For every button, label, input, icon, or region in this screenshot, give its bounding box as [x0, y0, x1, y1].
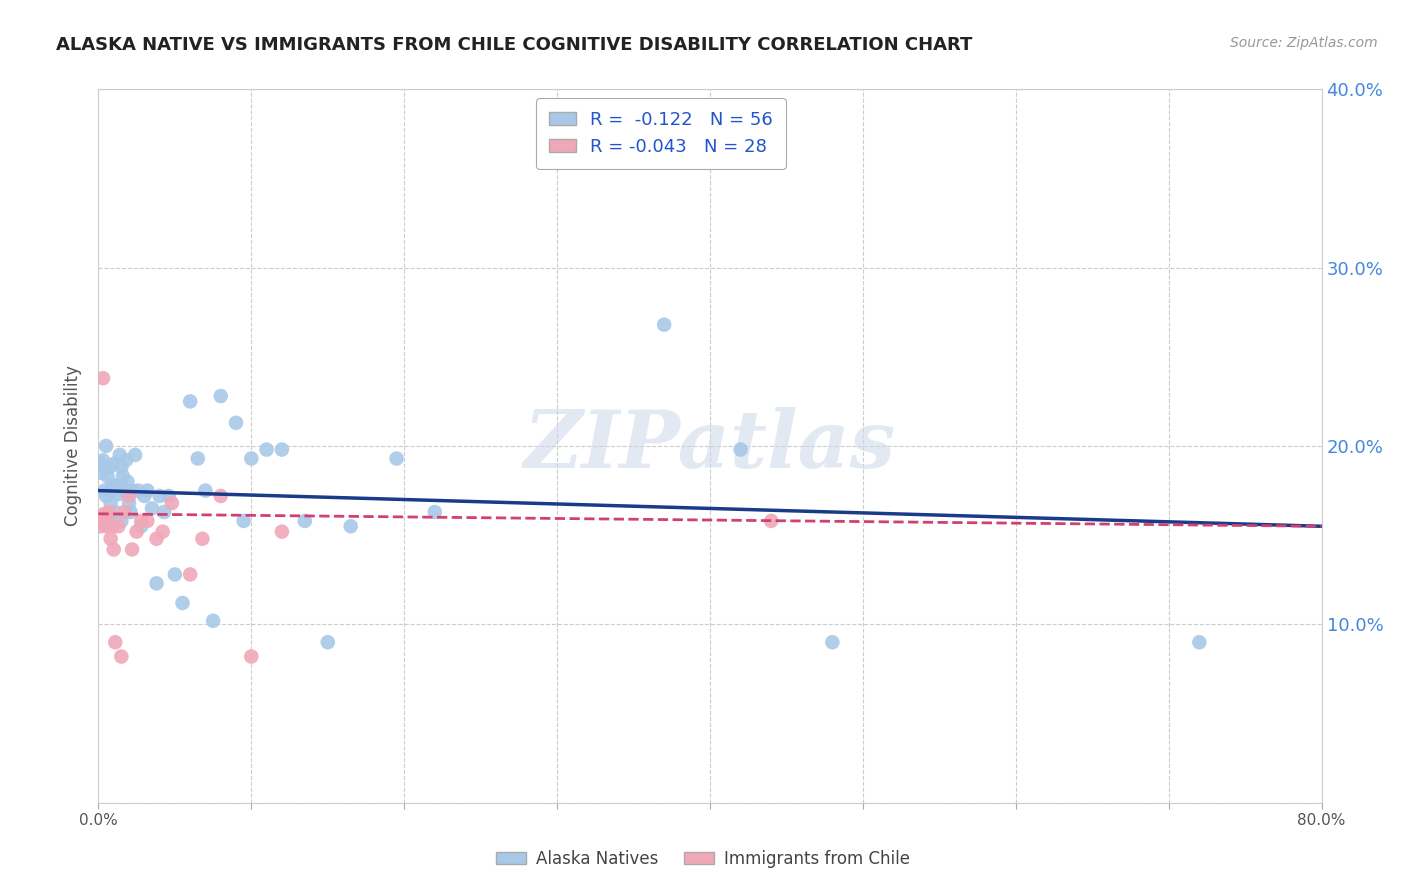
- Point: [120, 505, 142, 519]
- Point: [240, 451, 263, 466]
- Point: [91, 453, 114, 467]
- Point: [316, 635, 339, 649]
- Point: [101, 519, 124, 533]
- Point: [100, 532, 122, 546]
- Point: [163, 567, 186, 582]
- Point: [209, 389, 232, 403]
- Text: Source: ZipAtlas.com: Source: ZipAtlas.com: [1230, 36, 1378, 50]
- Point: [225, 416, 247, 430]
- Legend: Alaska Natives, Immigrants from Chile: Alaska Natives, Immigrants from Chile: [489, 844, 917, 875]
- Point: [194, 483, 217, 498]
- Point: [91, 371, 114, 385]
- Point: [652, 318, 675, 332]
- Point: [153, 505, 176, 519]
- Point: [152, 524, 174, 539]
- Point: [145, 576, 167, 591]
- Point: [270, 442, 292, 457]
- Point: [90, 510, 112, 524]
- Point: [94, 489, 117, 503]
- Point: [89, 457, 111, 471]
- Point: [104, 505, 127, 519]
- Point: [100, 496, 122, 510]
- Point: [97, 510, 120, 524]
- Point: [118, 489, 141, 503]
- Point: [98, 460, 121, 475]
- Point: [339, 519, 361, 533]
- Point: [129, 519, 152, 533]
- Point: [112, 483, 135, 498]
- Point: [385, 451, 408, 466]
- Point: [149, 489, 172, 503]
- Point: [121, 542, 143, 557]
- Text: ALASKA NATIVE VS IMMIGRANTS FROM CHILE COGNITIVE DISABILITY CORRELATION CHART: ALASKA NATIVE VS IMMIGRANTS FROM CHILE C…: [56, 36, 973, 54]
- Point: [104, 635, 127, 649]
- Point: [145, 532, 167, 546]
- Point: [112, 505, 135, 519]
- Point: [141, 501, 163, 516]
- Point: [160, 496, 183, 510]
- Point: [111, 469, 134, 483]
- Point: [117, 475, 139, 489]
- Point: [294, 514, 316, 528]
- Point: [107, 487, 129, 501]
- Point: [136, 483, 159, 498]
- Point: [121, 483, 143, 498]
- Point: [94, 519, 117, 533]
- Point: [179, 394, 201, 409]
- Legend: R =  -0.122   N = 56, R = -0.043   N = 28: R = -0.122 N = 56, R = -0.043 N = 28: [536, 98, 786, 169]
- Point: [209, 489, 232, 503]
- Point: [100, 483, 122, 498]
- Point: [191, 532, 214, 546]
- Point: [134, 489, 156, 503]
- Point: [232, 514, 254, 528]
- Point: [97, 469, 120, 483]
- Point: [179, 567, 201, 582]
- Point: [157, 489, 180, 503]
- Point: [107, 519, 129, 533]
- Point: [94, 439, 117, 453]
- Point: [93, 483, 115, 498]
- Point: [124, 448, 146, 462]
- Point: [93, 507, 115, 521]
- Point: [759, 514, 782, 528]
- Point: [103, 457, 125, 471]
- Point: [125, 524, 148, 539]
- Point: [821, 635, 844, 649]
- Point: [172, 596, 194, 610]
- Point: [127, 483, 149, 498]
- Point: [256, 442, 278, 457]
- Point: [90, 466, 112, 480]
- Point: [202, 614, 225, 628]
- Point: [103, 542, 125, 557]
- Point: [270, 524, 292, 539]
- Point: [101, 478, 124, 492]
- Point: [136, 514, 159, 528]
- Point: [98, 505, 121, 519]
- Point: [89, 519, 111, 533]
- Point: [129, 514, 152, 528]
- Y-axis label: Cognitive Disability: Cognitive Disability: [65, 366, 83, 526]
- Point: [105, 478, 128, 492]
- Text: ZIPatlas: ZIPatlas: [524, 408, 896, 484]
- Point: [110, 649, 132, 664]
- Point: [187, 451, 209, 466]
- Point: [118, 496, 141, 510]
- Point: [240, 649, 263, 664]
- Point: [108, 448, 131, 462]
- Point: [423, 505, 446, 519]
- Point: [1188, 635, 1211, 649]
- Point: [110, 514, 132, 528]
- Point: [110, 460, 132, 475]
- Point: [115, 453, 138, 467]
- Point: [730, 442, 752, 457]
